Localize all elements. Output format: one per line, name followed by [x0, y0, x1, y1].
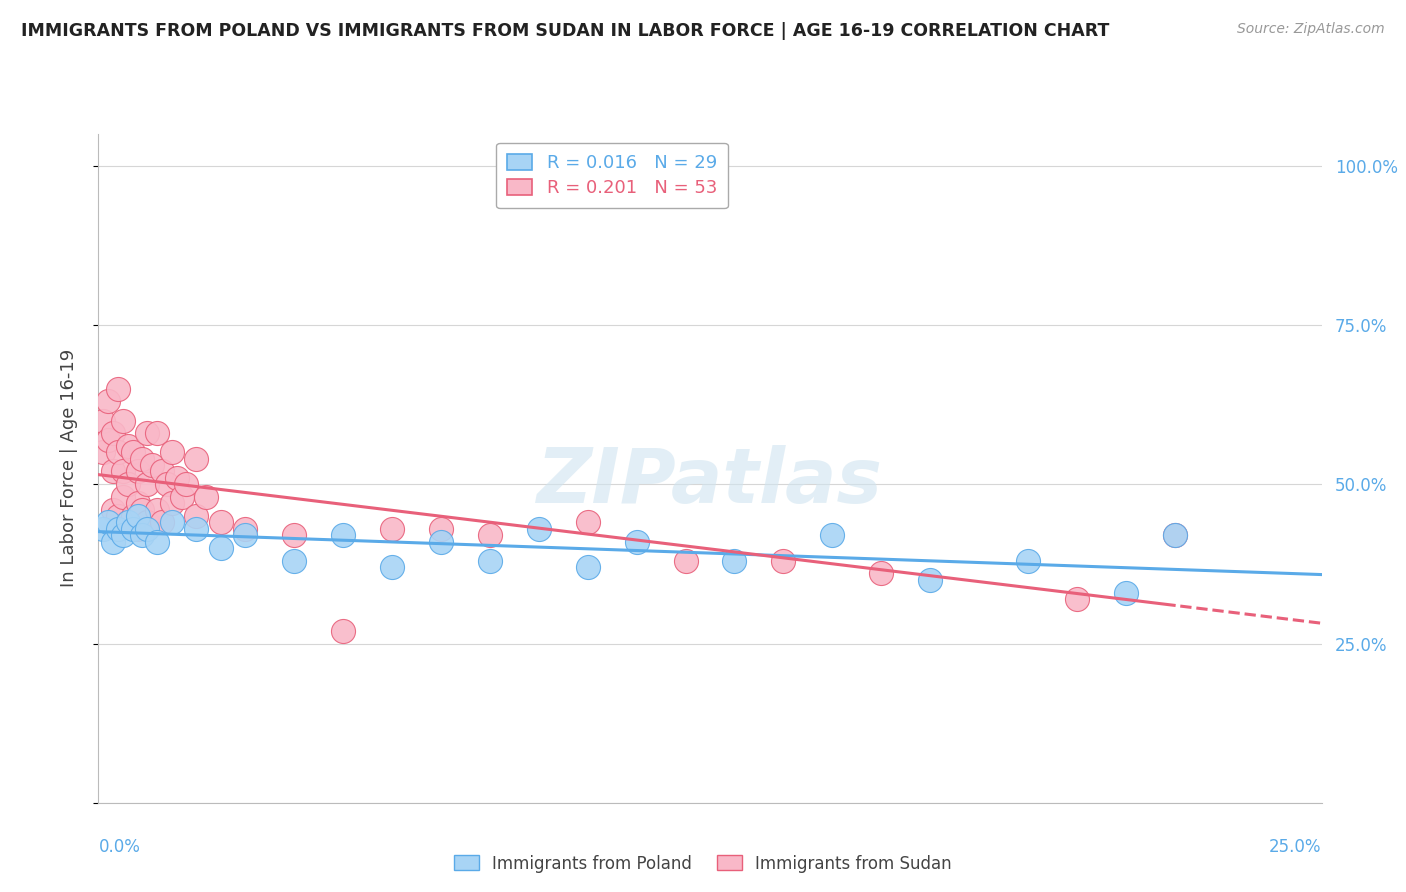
Point [131, 528, 153, 542]
Point [186, 509, 208, 524]
Point [121, 522, 143, 536]
Point [97, 433, 120, 447]
Point [160, 516, 183, 530]
Point [111, 490, 134, 504]
Point [772, 554, 794, 568]
Point [195, 490, 218, 504]
Point [127, 522, 149, 536]
Point [150, 465, 173, 479]
Point [136, 426, 159, 441]
Point [233, 528, 256, 542]
Point [91, 413, 114, 427]
Point [101, 426, 124, 441]
Point [920, 573, 942, 587]
Point [101, 502, 124, 516]
Point [136, 477, 159, 491]
Point [160, 496, 183, 510]
Point [117, 516, 139, 530]
Point [97, 394, 120, 409]
Point [160, 445, 183, 459]
Point [131, 451, 153, 466]
Point [146, 502, 169, 516]
Point [107, 445, 129, 459]
Point [101, 534, 124, 549]
Legend: Immigrants from Poland, Immigrants from Sudan: Immigrants from Poland, Immigrants from … [447, 848, 959, 880]
Point [209, 541, 232, 555]
Point [1017, 554, 1039, 568]
Point [1164, 528, 1187, 542]
Point [166, 471, 188, 485]
Text: Source: ZipAtlas.com: Source: ZipAtlas.com [1237, 22, 1385, 37]
Point [131, 502, 153, 516]
Point [430, 522, 453, 536]
Point [107, 509, 129, 524]
Point [176, 477, 198, 491]
Point [381, 522, 404, 536]
Point [117, 439, 139, 453]
Text: 25.0%: 25.0% [1270, 838, 1322, 856]
Point [430, 534, 453, 549]
Point [1066, 591, 1088, 606]
Point [478, 528, 501, 542]
Point [91, 445, 114, 459]
Point [107, 522, 129, 536]
Point [478, 554, 501, 568]
Point [136, 516, 159, 530]
Point [170, 490, 193, 504]
Point [209, 516, 232, 530]
Point [91, 522, 114, 536]
Point [117, 477, 139, 491]
Point [121, 509, 143, 524]
Point [150, 516, 173, 530]
Point [101, 465, 124, 479]
Point [283, 528, 305, 542]
Point [146, 534, 169, 549]
Point [821, 528, 844, 542]
Point [1115, 585, 1137, 599]
Point [283, 554, 305, 568]
Point [97, 516, 120, 530]
Point [127, 496, 149, 510]
Point [332, 528, 354, 542]
Point [527, 522, 550, 536]
Point [136, 522, 159, 536]
Point [381, 560, 404, 574]
Point [186, 451, 208, 466]
Point [111, 465, 134, 479]
Text: ZIPatlas: ZIPatlas [537, 445, 883, 518]
Point [141, 458, 163, 472]
Point [332, 624, 354, 638]
Text: 0.0%: 0.0% [98, 838, 141, 856]
Point [675, 554, 697, 568]
Point [121, 445, 143, 459]
Point [233, 522, 256, 536]
Point [723, 554, 745, 568]
Point [146, 426, 169, 441]
Point [1164, 528, 1187, 542]
Point [127, 509, 149, 524]
Point [576, 560, 599, 574]
Point [576, 516, 599, 530]
Point [870, 566, 893, 581]
Point [111, 413, 134, 427]
Legend: R = 0.016   N = 29, R = 0.201   N = 53: R = 0.016 N = 29, R = 0.201 N = 53 [496, 143, 728, 208]
Point [127, 465, 149, 479]
Point [107, 382, 129, 396]
Point [117, 516, 139, 530]
Point [111, 528, 134, 542]
Point [186, 522, 208, 536]
Point [626, 534, 648, 549]
Point [156, 477, 179, 491]
Y-axis label: In Labor Force | Age 16-19: In Labor Force | Age 16-19 [59, 349, 77, 588]
Text: IMMIGRANTS FROM POLAND VS IMMIGRANTS FROM SUDAN IN LABOR FORCE | AGE 16-19 CORRE: IMMIGRANTS FROM POLAND VS IMMIGRANTS FRO… [21, 22, 1109, 40]
